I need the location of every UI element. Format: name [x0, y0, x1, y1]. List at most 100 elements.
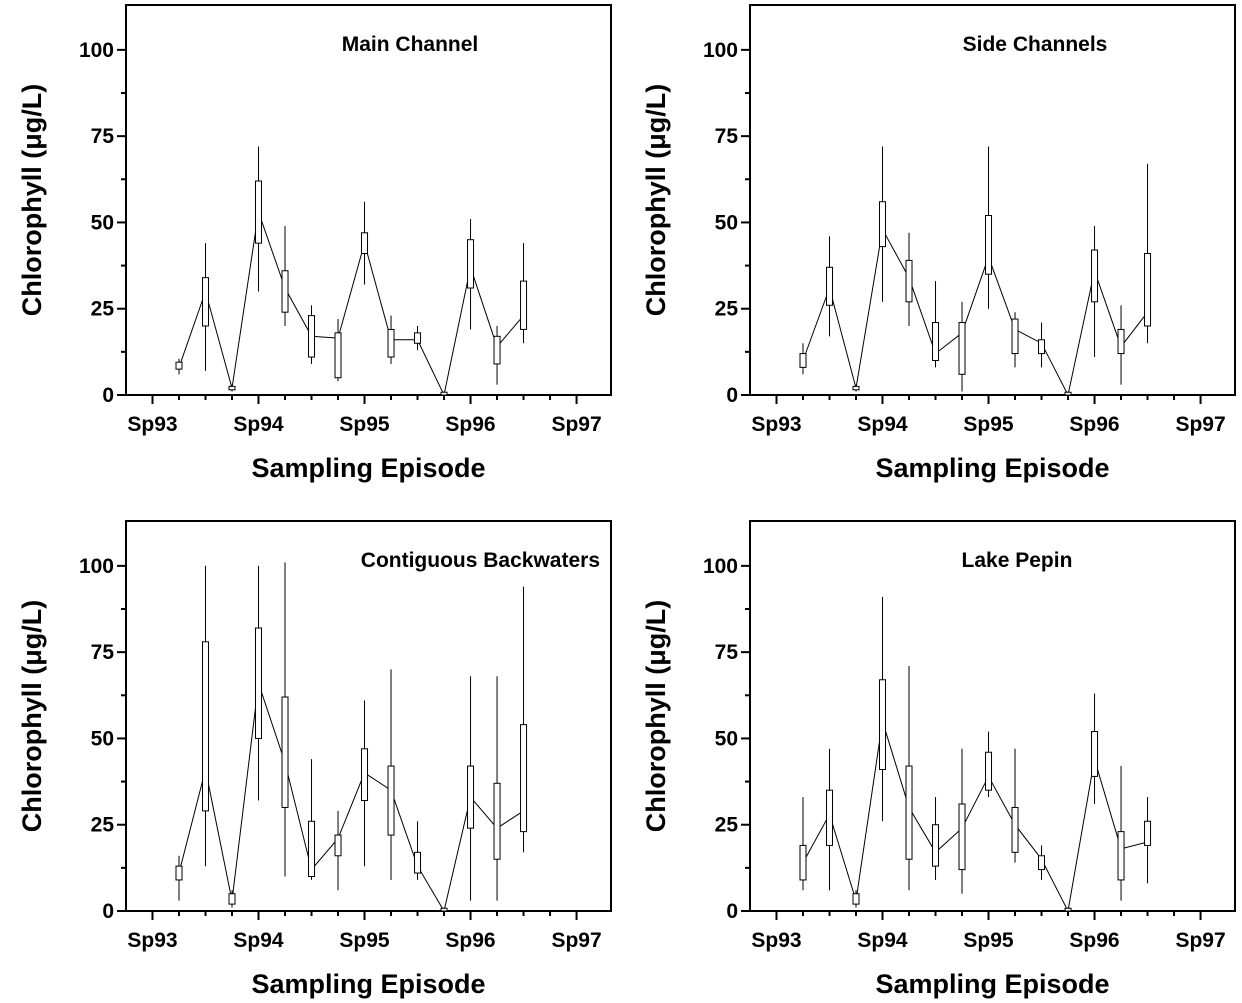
plot-frame [125, 520, 612, 912]
box-episode [334, 810, 342, 891]
x-tick-label: Sp97 [551, 413, 601, 436]
box-iqr [387, 328, 395, 358]
x-tick-label: Sp96 [445, 413, 495, 436]
x-tick-label: Sp93 [127, 929, 177, 952]
box-episode [1064, 907, 1072, 912]
y-tick-label: 100 [79, 39, 114, 62]
box-episode [361, 201, 369, 285]
y-tick-label: 25 [91, 298, 115, 321]
box-episode [985, 731, 993, 798]
box-iqr [414, 851, 422, 874]
box-episode [228, 384, 236, 392]
box-episode [281, 562, 289, 877]
box-episode [905, 232, 913, 326]
box-episode [852, 384, 860, 392]
box-iqr [852, 893, 860, 905]
box-iqr [228, 893, 236, 905]
box-iqr [334, 332, 342, 379]
box-iqr [932, 824, 940, 867]
x-tick-label: Sp95 [963, 929, 1014, 952]
box-episode [932, 281, 940, 368]
y-tick-label: 75 [715, 641, 739, 664]
box-iqr [1117, 831, 1125, 881]
x-tick-label: Sp97 [1175, 413, 1225, 436]
box-iqr [175, 361, 183, 370]
box-episode [905, 665, 913, 891]
box-episode [1038, 322, 1046, 368]
box-episode [826, 236, 834, 337]
x-axis-title: Sampling Episode [251, 453, 485, 483]
y-axis-title: Chlorophyll (μg/L) [17, 600, 47, 832]
y-tick-label: 0 [726, 384, 738, 407]
box-iqr [175, 865, 183, 881]
y-tick-label: 0 [102, 900, 114, 923]
box-episode [1117, 305, 1125, 385]
y-tick-label: 50 [715, 211, 738, 234]
box-iqr [1011, 318, 1019, 355]
y-tick-label: 50 [715, 727, 738, 750]
box-iqr [387, 765, 395, 836]
box-episode [1064, 391, 1072, 396]
panel-lake-pepin: 0 25 50 75 100 Sp93 Sp94 Sp95 Sp96 Sp97 Sampling E… [641, 520, 1236, 999]
box-iqr [879, 679, 887, 770]
panel-contiguous-backwaters: 0 25 50 75 100 Sp93 Sp94 Sp95 Sp96 Sp97 Sampling E… [17, 520, 612, 999]
y-tick-label: 25 [715, 814, 739, 837]
box-episode [879, 146, 887, 302]
plot-frame [749, 4, 1236, 396]
box-episode [175, 855, 183, 901]
box-episode [958, 748, 966, 894]
box-iqr [905, 765, 913, 860]
box-episode [958, 301, 966, 392]
y-axis-title: Chlorophyll (μg/L) [641, 600, 671, 832]
x-tick-label: Sp93 [751, 929, 801, 952]
box-iqr [255, 627, 263, 739]
box-episode [281, 225, 289, 326]
panel-main-channel: 0 25 50 75 100 Sp93 Sp94 Sp95 Sp96 Sp97 Sampling E… [17, 4, 612, 483]
box-episode [387, 315, 395, 364]
x-tick-label: Sp96 [445, 929, 495, 952]
box-episode [493, 676, 501, 901]
box-iqr [308, 820, 316, 877]
x-tick-label: Sp97 [551, 929, 601, 952]
box-episode [520, 586, 528, 853]
y-tick-label: 0 [102, 384, 114, 407]
box-episode [440, 391, 448, 396]
box-episode [361, 700, 369, 867]
box-iqr [493, 335, 501, 365]
y-tick-label: 75 [715, 125, 739, 148]
box-iqr [1117, 328, 1125, 355]
box-episode [1011, 312, 1019, 368]
box-episode [308, 759, 316, 880]
box-iqr [361, 232, 369, 254]
box-episode [879, 596, 887, 822]
median-series-line [802, 721, 1148, 913]
box-episode [175, 358, 183, 375]
y-tick-label: 100 [79, 555, 114, 578]
box-iqr [905, 259, 913, 303]
y-tick-label: 75 [91, 641, 115, 664]
y-axis-title: Chlorophyll (μg/L) [17, 84, 47, 316]
box-iqr [202, 641, 210, 812]
box-episode [202, 565, 210, 867]
box-iqr [985, 215, 993, 275]
box-episode [1038, 845, 1046, 880]
box-episode [1011, 748, 1019, 863]
box-iqr [440, 907, 448, 912]
box-iqr [281, 696, 289, 808]
y-tick-label: 25 [715, 298, 739, 321]
box-iqr [932, 322, 940, 361]
box-iqr [281, 270, 289, 313]
box-iqr [1038, 339, 1046, 355]
box-episode [255, 565, 263, 801]
x-tick-label: Sp95 [339, 929, 390, 952]
y-axis-title: Chlorophyll (μg/L) [641, 84, 671, 316]
box-episode [308, 305, 316, 364]
box-iqr [440, 391, 448, 396]
x-axis-title: Sampling Episode [251, 969, 485, 999]
x-tick-label: Sp94 [857, 929, 908, 952]
y-tick-label: 25 [91, 814, 115, 837]
x-axis-title: Sampling Episode [875, 453, 1109, 483]
x-axis-title: Sampling Episode [875, 969, 1109, 999]
box-episode [826, 748, 834, 891]
